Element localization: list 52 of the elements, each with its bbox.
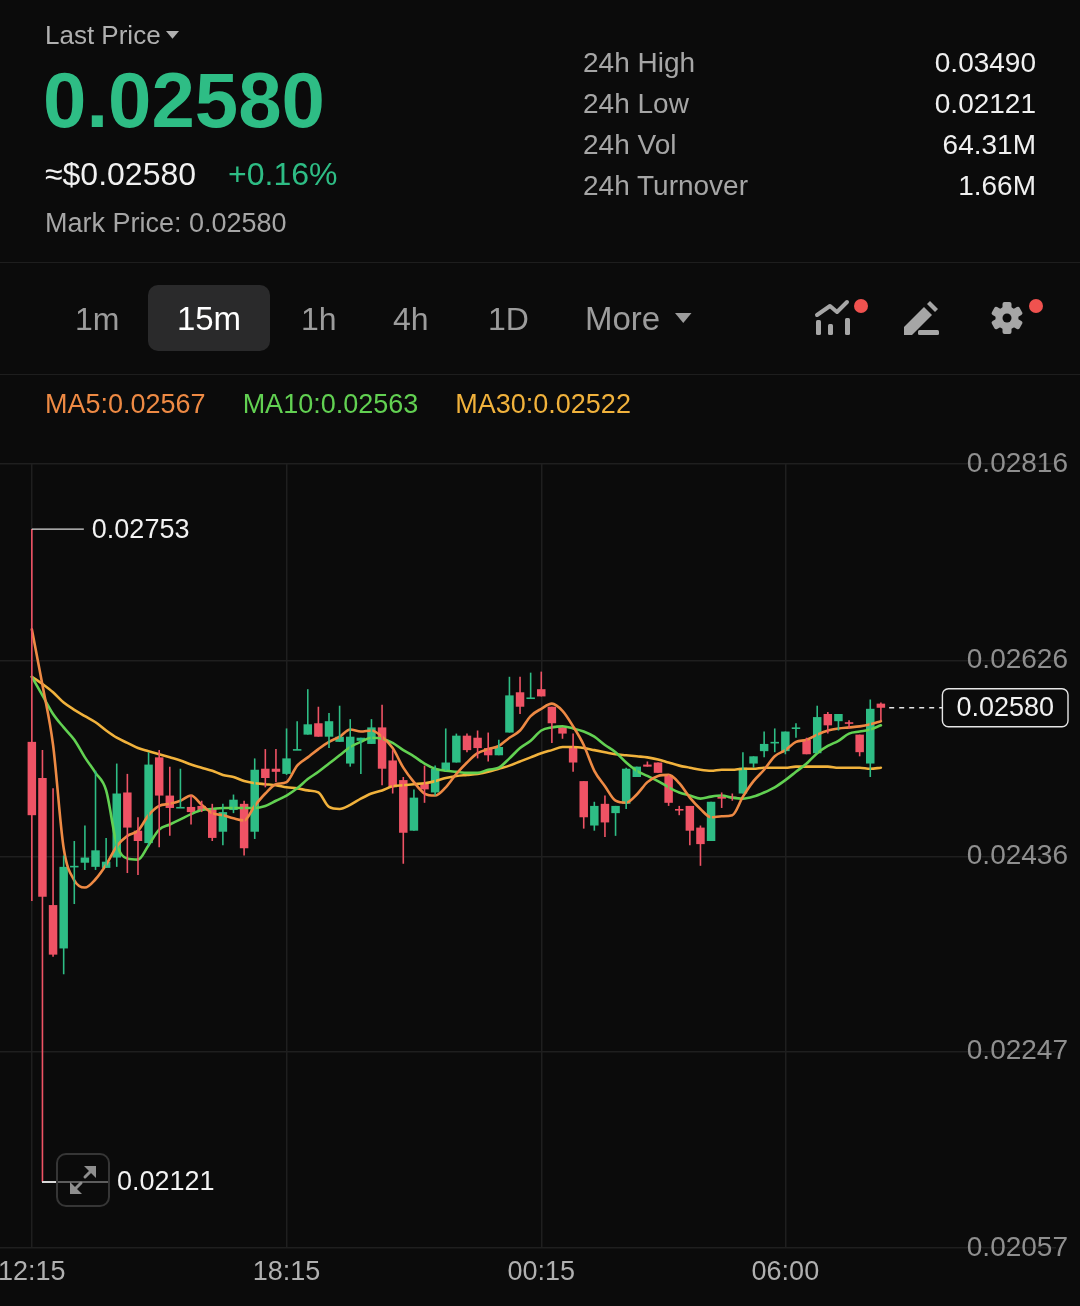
text: MA5:0.02567: [45, 389, 206, 419]
candlestick: [38, 749, 47, 1183]
text: ≈$0.02580: [45, 156, 197, 192]
candlestick: [505, 675, 514, 734]
text: 1m: [75, 301, 120, 337]
candlestick: [261, 748, 270, 789]
text: 0.03490: [934, 47, 1036, 78]
text: MA10:0.02563: [242, 389, 419, 419]
candlestick: [91, 769, 100, 871]
candlestick: [59, 854, 68, 976]
text: 0.02121: [934, 88, 1036, 119]
candlestick: [526, 671, 535, 700]
text: 0.02580: [43, 56, 325, 144]
candlestick: [176, 767, 185, 809]
text: 24h High: [583, 47, 696, 78]
text: More: [585, 300, 661, 337]
text: +0.16%: [228, 156, 338, 192]
x-tick-label: 06:00: [751, 1256, 820, 1287]
candlestick: [123, 773, 132, 874]
y-tick-label: 0.02057: [966, 1230, 1068, 1262]
y-tick-label: 0.02247: [966, 1034, 1068, 1066]
candlestick: [855, 733, 864, 758]
candlestick: [696, 824, 705, 867]
text: 24h Low: [583, 88, 689, 119]
text: MA30:0.02522: [455, 389, 631, 419]
candlestick: [611, 805, 620, 837]
x-tick-label: 12:15: [0, 1256, 66, 1287]
line-series: [30, 675, 883, 811]
ref-line-label: 0.02580: [956, 692, 1055, 723]
y-tick-label: 0.02436: [966, 839, 1068, 871]
candlestick: [282, 727, 291, 776]
candlestick: [473, 729, 482, 760]
text: 24h Turnover: [583, 170, 748, 201]
y-tick-label: 0.02626: [966, 642, 1068, 674]
candlestick: [590, 800, 599, 832]
x-tick-label: 18:15: [252, 1256, 321, 1287]
text: 1D: [488, 301, 529, 337]
text: 1h: [301, 301, 337, 337]
text: 1.66M: [958, 170, 1036, 201]
candlestick: [452, 732, 461, 764]
candlestick: [292, 720, 302, 751]
text: Mark Price: 0.02580: [45, 208, 287, 238]
x-tick-label: 00:15: [507, 1256, 576, 1287]
text: 15m: [176, 299, 242, 337]
text: 64.31M: [942, 129, 1036, 160]
text: 4h: [393, 301, 429, 337]
text: Last Price: [45, 20, 161, 50]
candlestick: [314, 705, 323, 738]
y-tick-label: 0.02816: [966, 446, 1068, 478]
annotation: 0.02121: [117, 1166, 215, 1197]
text: 24h Vol: [583, 129, 677, 160]
annotation: 0.02753: [91, 513, 190, 544]
